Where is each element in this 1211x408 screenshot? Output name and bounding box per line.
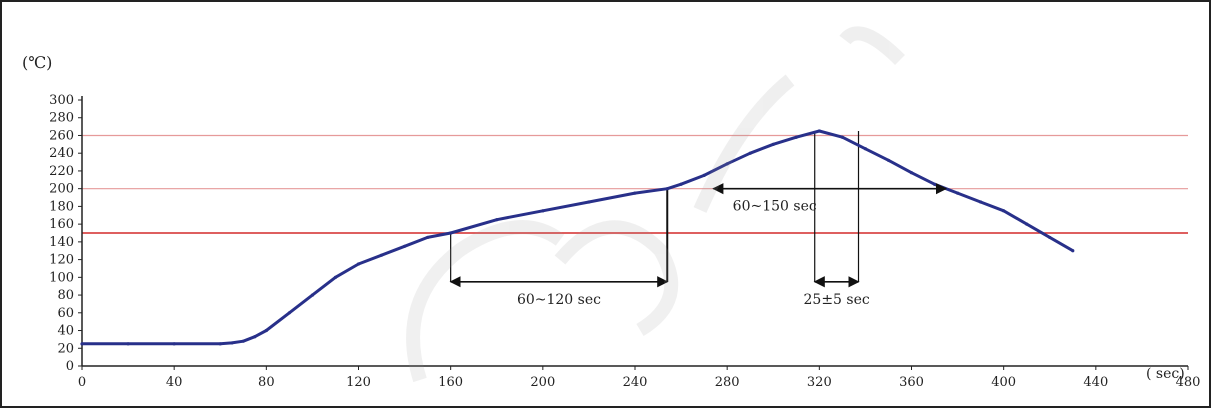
x-tick-label: 240 (623, 375, 648, 390)
profile-point (633, 191, 637, 195)
profile-point (541, 209, 545, 213)
y-tick-label: 180 (49, 199, 74, 214)
reference-lines (82, 134, 1188, 234)
profile-point (955, 191, 960, 195)
profile-point (264, 328, 268, 333)
y-tick-label: 120 (49, 253, 74, 268)
span-label-1: 60~150 sec (733, 199, 817, 215)
x-tick-label: 320 (807, 375, 832, 390)
profile-point (702, 173, 706, 177)
x-tick-label: 360 (899, 375, 924, 390)
profile-point (840, 135, 844, 139)
profile-point (817, 129, 821, 133)
profile-point (665, 187, 669, 191)
profile-point (863, 147, 868, 151)
annotations: 60~120 sec 60~150 sec 25±5 sec (449, 183, 948, 308)
profile-point (1048, 235, 1052, 240)
y-tick-label: 280 (49, 111, 74, 126)
y-tick-label: 260 (49, 128, 74, 143)
span-label-0: 60~120 sec (517, 292, 601, 308)
profile-point (495, 218, 499, 222)
x-tick-label: 0 (78, 375, 86, 390)
watermark-stroke-d (839, 26, 905, 65)
y-tick-label: 240 (49, 146, 74, 161)
x-tick-label: 80 (258, 375, 275, 390)
profile-point (356, 262, 361, 266)
profile-point (587, 200, 591, 204)
y-tick-label: 80 (57, 288, 74, 303)
x-unit-label: ( sec) (1146, 366, 1185, 382)
profile-point (218, 342, 222, 346)
profile-point (310, 293, 315, 297)
profile-point (748, 151, 752, 155)
watermark-stroke-a (406, 220, 565, 383)
profile-point (886, 158, 891, 162)
profile-point (1002, 209, 1006, 213)
profile-point (1071, 249, 1075, 253)
profile-point (426, 235, 430, 240)
x-tick-label: 160 (438, 375, 463, 390)
profile-point (172, 342, 176, 346)
x-tick-label: 480 (1176, 375, 1201, 390)
profile-point (725, 162, 729, 166)
y-tick-label: 220 (49, 164, 74, 179)
x-tick-label: 440 (1083, 375, 1108, 390)
profile-point (379, 253, 384, 257)
profile-point (333, 275, 338, 279)
y-tick-label: 140 (49, 235, 74, 250)
profile-point (979, 200, 983, 204)
y-unit-label: (℃) (22, 53, 52, 72)
y-tick-label: 200 (49, 182, 74, 197)
watermark-stroke-c (693, 74, 795, 213)
profile-point (230, 341, 234, 345)
y-tick-label: 100 (49, 270, 74, 285)
span-label-2: 25±5 sec (804, 292, 870, 308)
profile-point (449, 231, 453, 235)
y-tick-label: 20 (57, 341, 74, 356)
profile-point (80, 342, 84, 346)
x-tick-label: 200 (530, 375, 555, 390)
profile-point (402, 244, 407, 248)
watermark-stroke-b (554, 220, 679, 337)
profile-point (241, 339, 245, 343)
x-tick-label: 400 (991, 375, 1016, 390)
y-tick-label: 60 (57, 306, 74, 321)
guide-lines (450, 131, 860, 282)
series-group (80, 129, 1075, 346)
y-tick-label: 160 (49, 217, 74, 232)
x-tick-label: 280 (715, 375, 740, 390)
axes: 0 20 40 60 80 100 120 140 160 180 200 220 240 260 280 3… (49, 93, 1200, 390)
y-tick-label: 0 (66, 359, 74, 374)
profile-point (771, 142, 775, 146)
y-tick-label: 40 (57, 324, 74, 339)
profile-point (794, 135, 798, 139)
x-tick-label: 120 (346, 375, 371, 390)
profile-point (1025, 222, 1029, 226)
profile-point (909, 171, 914, 175)
watermark-shapes (406, 26, 905, 383)
profile-point (253, 335, 257, 339)
profile-point (126, 342, 130, 346)
x-tick-label: 40 (166, 375, 183, 390)
profile-point (679, 182, 683, 186)
profile-point (287, 311, 291, 315)
y-tick-label: 300 (49, 93, 74, 108)
profile-point (932, 182, 937, 186)
